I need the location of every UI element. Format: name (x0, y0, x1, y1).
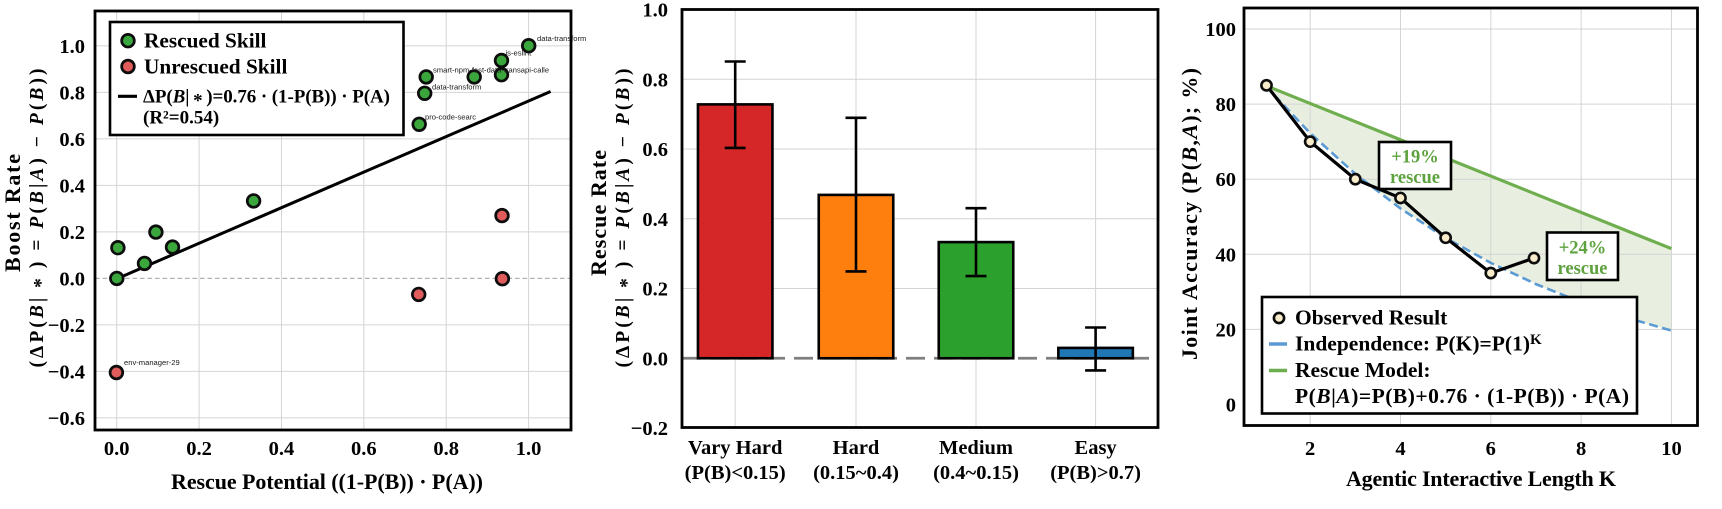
svg-text:Rescue Model:: Rescue Model: (1295, 358, 1431, 382)
svg-text:rescue: rescue (1558, 259, 1608, 279)
svg-text:0.6: 0.6 (59, 129, 85, 151)
svg-text:−0.2: −0.2 (48, 315, 85, 337)
svg-text:10: 10 (1661, 438, 1682, 460)
svg-text:P(B|A)=P(B)+0.76 · (1-P(B)) ·: P(B|A)=P(B)+0.76 · (1-P(B)) · P(A) (1295, 384, 1629, 408)
svg-text:0.8: 0.8 (642, 69, 668, 91)
svg-text:(0.15~0.4): (0.15~0.4) (813, 462, 899, 484)
svg-text:0.6: 0.6 (642, 139, 668, 161)
svg-text:env-manager-29: env-manager-29 (124, 358, 180, 367)
svg-text:+24%: +24% (1559, 239, 1607, 259)
svg-text:0.4: 0.4 (59, 175, 85, 197)
svg-text:0.2: 0.2 (186, 438, 212, 460)
svg-text:(R²=0.54): (R²=0.54) (143, 108, 219, 129)
svg-text:2: 2 (1305, 438, 1315, 460)
svg-text:ΔP(B| * )=0.76 · (1-P(B)) · P(: ΔP(B| * )=0.76 · (1-P(B)) · P(A) (143, 87, 390, 112)
svg-text:0.6: 0.6 (351, 438, 377, 460)
svg-text:(ΔP(B| * ) = P(B|A) − P(B)): (ΔP(B| * ) = P(B|A) − P(B)) (27, 68, 52, 367)
svg-text:+19%: +19% (1391, 148, 1439, 168)
svg-text:(P(B)>0.7): (P(B)>0.7) (1050, 462, 1141, 484)
svg-text:1.0: 1.0 (516, 438, 542, 460)
svg-text:js-eslint: js-eslint (505, 49, 533, 58)
svg-text:Hard: Hard (833, 437, 880, 459)
svg-text:80: 80 (1216, 94, 1237, 116)
svg-text:6: 6 (1486, 438, 1496, 460)
svg-text:0.0: 0.0 (104, 438, 130, 460)
svg-text:0.2: 0.2 (59, 222, 85, 244)
svg-text:(0.4~0.15): (0.4~0.15) (933, 462, 1019, 484)
svg-text:60: 60 (1216, 169, 1237, 191)
svg-text:Unrescued Skill: Unrescued Skill (144, 54, 287, 78)
svg-text:Rescue Rate: Rescue Rate (586, 150, 611, 276)
svg-text:Agentic Interactive Length K: Agentic Interactive Length K (1346, 466, 1616, 491)
svg-text:8: 8 (1576, 438, 1586, 460)
svg-text:0.2: 0.2 (642, 279, 668, 301)
svg-text:−0.4: −0.4 (48, 361, 85, 383)
svg-text:Vary Hard: Vary Hard (688, 437, 783, 459)
svg-text:100: 100 (1205, 19, 1236, 41)
svg-text:0.0: 0.0 (59, 268, 85, 290)
svg-text:Medium: Medium (939, 437, 1013, 459)
svg-text:−0.2: −0.2 (631, 418, 668, 440)
svg-text:Rescued Skill: Rescued Skill (144, 29, 267, 53)
svg-text:0.0: 0.0 (642, 348, 668, 370)
svg-text:Observed Result: Observed Result (1295, 306, 1448, 330)
svg-text:0: 0 (1226, 395, 1236, 417)
svg-text:1.0: 1.0 (59, 36, 85, 58)
svg-text:0.8: 0.8 (433, 438, 459, 460)
svg-text:1.0: 1.0 (642, 0, 668, 22)
svg-text:smart-npm-fast-data-transapi-c: smart-npm-fast-data-transapi-calle (433, 66, 549, 75)
svg-text:0.4: 0.4 (269, 438, 295, 460)
svg-text:−0.6: −0.6 (48, 408, 85, 430)
svg-text:rescue: rescue (1390, 168, 1440, 188)
svg-text:Independence: P(K)=P(1)K: Independence: P(K)=P(1)K (1295, 332, 1542, 356)
svg-text:4: 4 (1395, 438, 1405, 460)
svg-text:Boost Rate: Boost Rate (0, 154, 25, 272)
svg-text:40: 40 (1216, 244, 1237, 266)
svg-text:Rescue Potential ((1-P(B)) · P: Rescue Potential ((1-P(B)) · P(A)) (171, 469, 483, 494)
svg-text:0.4: 0.4 (642, 209, 668, 231)
svg-text:pro-code-searc: pro-code-searc (425, 113, 476, 122)
svg-text:data-transform: data-transform (537, 34, 586, 43)
svg-text:(ΔP(B| * ) = P(B|A) − P(B)): (ΔP(B| * ) = P(B|A) − P(B)) (613, 69, 638, 368)
svg-text:0.8: 0.8 (59, 82, 85, 104)
svg-text:(P(B)<0.15): (P(B)<0.15) (685, 462, 786, 484)
svg-text:data-transform: data-transform (432, 83, 481, 92)
svg-text:Easy: Easy (1075, 437, 1118, 459)
svg-text:20: 20 (1216, 319, 1237, 341)
